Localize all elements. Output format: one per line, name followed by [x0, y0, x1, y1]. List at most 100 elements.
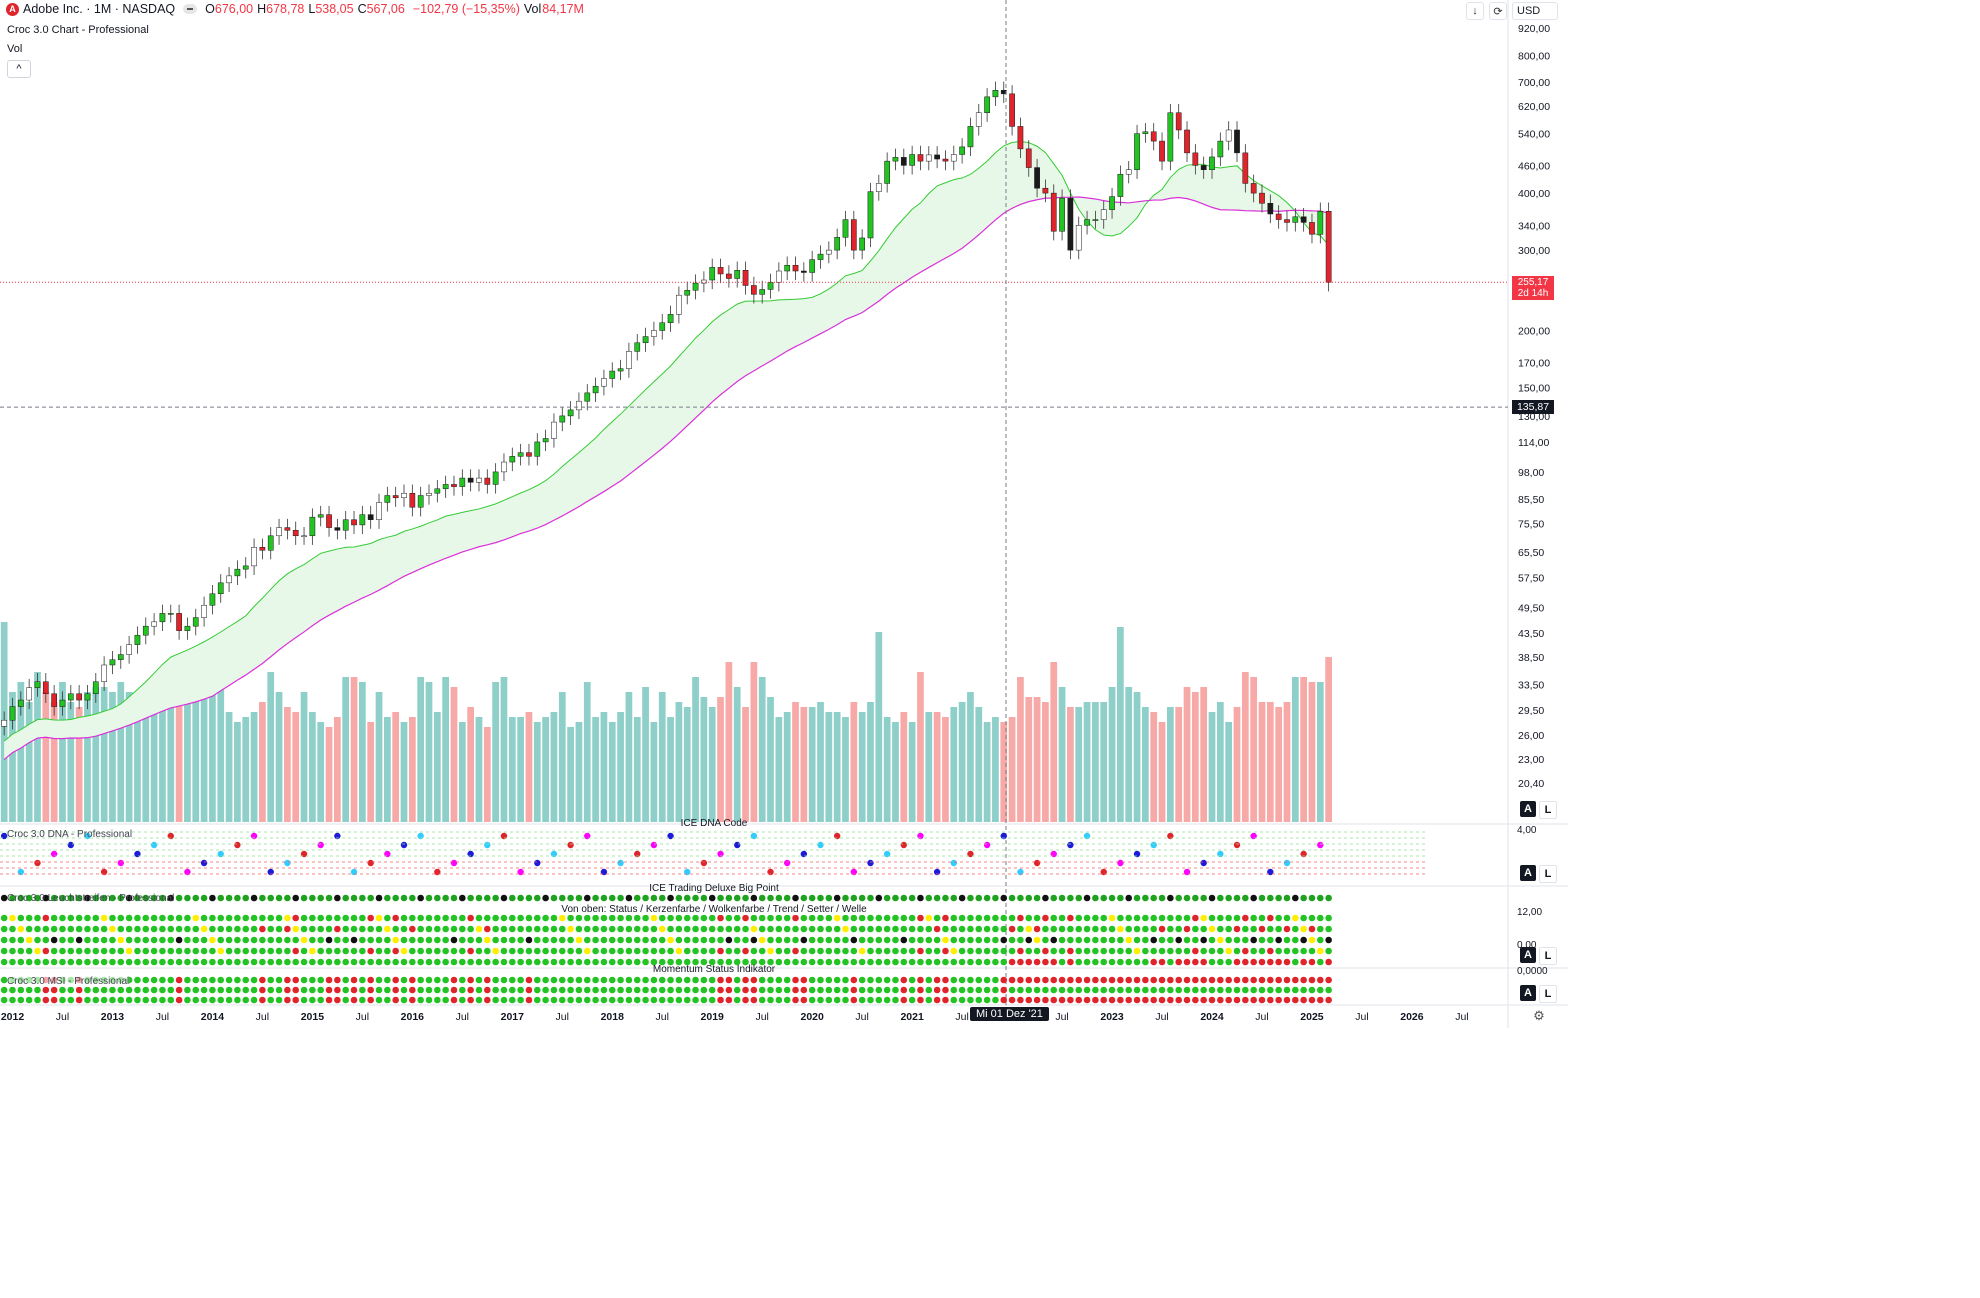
candle-body: [1100, 209, 1107, 220]
candle-body: [984, 96, 990, 113]
msi-dot: [317, 996, 325, 1004]
lightstrip-dot: [600, 914, 608, 922]
candle-body: [217, 582, 224, 594]
msi-dot: [317, 986, 325, 994]
msi-dot: [500, 996, 508, 1004]
volume-bar: [725, 662, 733, 822]
lightstrip-dot: [683, 894, 691, 902]
lightstrip-dot: [50, 958, 58, 966]
lightstrip-dot: [1308, 925, 1316, 933]
refresh-icon[interactable]: ⟳: [1489, 2, 1507, 20]
lightstrip-dot: [409, 936, 416, 944]
lightstrip-dot: [384, 894, 391, 902]
lightstrip-dot: [817, 947, 824, 955]
msi-dot: [34, 996, 41, 1004]
lightstrip-dot: [42, 925, 50, 933]
dna-dot: [384, 850, 391, 858]
lightstrip-dot: [267, 947, 275, 955]
msi-dot: [767, 976, 774, 984]
light-pane-title[interactable]: Croc 3.0 Leuchtstreifen - Professional: [7, 893, 175, 904]
msi-dot: [1308, 996, 1316, 1004]
dna-auto-button[interactable]: A: [1520, 865, 1536, 881]
collapse-button[interactable]: ^: [7, 60, 31, 78]
lightstrip-dot: [650, 958, 658, 966]
msi-dot: [958, 986, 966, 994]
msi-dot: [917, 986, 924, 994]
msi-auto-button[interactable]: A: [1520, 985, 1536, 1001]
volume-bar: [17, 682, 25, 822]
lightstrip-dot: [209, 925, 216, 933]
light-auto-button[interactable]: A: [1520, 947, 1536, 963]
lightstrip-dot: [742, 958, 749, 966]
lightstrip-dot: [309, 958, 316, 966]
indicator-title[interactable]: Croc 3.0 Chart - Professional: [7, 24, 149, 36]
settings-icon[interactable]: ⚙: [1533, 1008, 1545, 1023]
dna-log-button[interactable]: L: [1539, 865, 1557, 883]
msi-dot: [467, 996, 474, 1004]
volume-bar: [42, 692, 50, 822]
lightstrip-dot: [475, 914, 483, 922]
msi-dot: [817, 976, 824, 984]
lightstrip-dot: [517, 936, 524, 944]
symbol-title[interactable]: Adobe Inc. · 1M · NASDAQ: [23, 2, 176, 16]
price-chart[interactable]: 920,00800,00700,00620,00540,00460,00400,…: [0, 0, 1568, 1028]
x-tick-label: 2013: [101, 1011, 125, 1023]
minus-icon[interactable]: [183, 4, 198, 14]
y-tick-label: 33,50: [1518, 680, 1544, 692]
download-icon[interactable]: ↓: [1466, 2, 1484, 20]
dna-dot: [50, 850, 58, 858]
lightstrip-dot: [858, 936, 866, 944]
volume-bar: [983, 722, 991, 822]
lightstrip-dot: [200, 925, 208, 933]
volume-pane-title[interactable]: Vol: [7, 43, 23, 55]
lightstrip-dot: [1083, 936, 1091, 944]
lightstrip-dot: [975, 925, 983, 933]
lightstrip-dot: [808, 936, 816, 944]
lightstrip-dot: [917, 894, 924, 902]
lightstrip-dot: [1158, 914, 1166, 922]
lightstrip-dot: [1275, 936, 1282, 944]
lightstrip-dot: [309, 925, 316, 933]
msi-dot: [883, 996, 891, 1004]
log-scale-button[interactable]: L: [1539, 801, 1557, 819]
msi-dot: [234, 986, 241, 994]
msi-dot: [317, 976, 325, 984]
msi-dot: [750, 986, 758, 994]
candle-body: [326, 514, 332, 528]
lightstrip-dot: [1117, 914, 1124, 922]
lightstrip-dot: [1125, 914, 1133, 922]
lightstrip-dot: [792, 947, 799, 955]
lightstrip-dot: [550, 936, 558, 944]
auto-scale-button[interactable]: A: [1520, 801, 1536, 817]
x-tick-label: 2021: [900, 1011, 924, 1023]
dna-dot: [800, 850, 808, 858]
volume-bar: [975, 707, 983, 822]
msi-dot: [700, 976, 708, 984]
lightstrip-dot: [225, 958, 233, 966]
dna-dot: [883, 850, 891, 858]
msi-log-button[interactable]: L: [1539, 985, 1557, 1003]
lightstrip-dot: [292, 894, 300, 902]
light-log-button[interactable]: L: [1539, 947, 1557, 965]
lightstrip-dot: [692, 936, 699, 944]
msi-dot: [492, 996, 499, 1004]
msi-dot: [350, 976, 358, 984]
currency-selector[interactable]: USD: [1512, 2, 1558, 20]
msi-dot: [384, 986, 391, 994]
dna-pane-title[interactable]: Croc 3.0 DNA - Professional: [7, 829, 133, 840]
lightstrip-dot: [900, 947, 908, 955]
lightstrip-dot: [533, 947, 541, 955]
lightstrip-dot: [850, 958, 858, 966]
lightstrip-dot: [234, 925, 241, 933]
lightstrip-dot: [758, 925, 766, 933]
candle-body: [509, 456, 516, 463]
lightstrip-dot: [842, 958, 849, 966]
lightstrip-dot: [1225, 936, 1232, 944]
msi-pane-title[interactable]: Croc 3.0 MSI - Professional: [7, 976, 130, 987]
lightstrip-dot: [25, 914, 33, 922]
lightstrip-dot: [542, 925, 549, 933]
lightstrip-dot: [350, 914, 358, 922]
lightstrip-dot: [109, 958, 116, 966]
msi-dot: [508, 996, 516, 1004]
msi-dot: [1233, 986, 1241, 994]
